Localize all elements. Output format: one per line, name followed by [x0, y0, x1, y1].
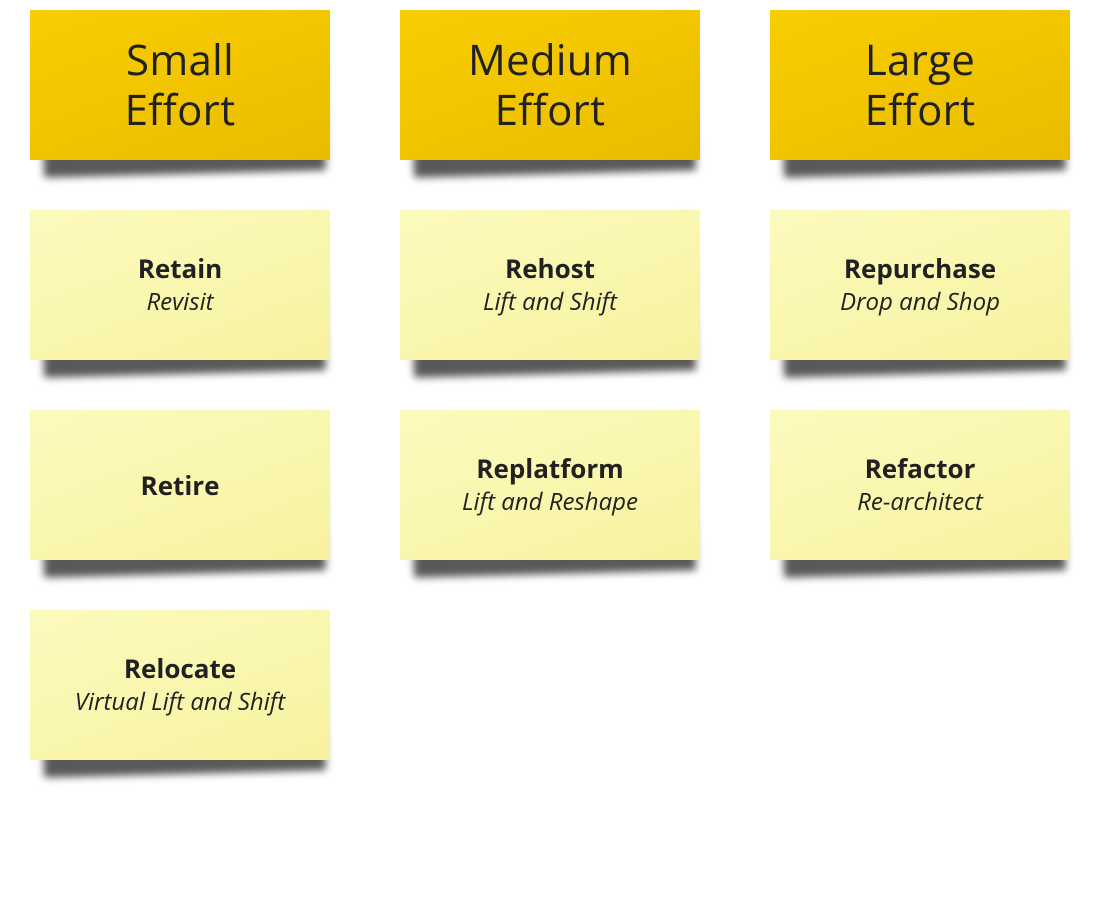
card-retain: Retain Revisit	[30, 210, 330, 360]
card-rehost: Rehost Lift and Shift	[400, 210, 700, 360]
header-medium-effort: Medium Effort	[400, 10, 700, 160]
card-title: Refactor	[865, 452, 976, 485]
header-line: Effort	[495, 85, 606, 135]
card-subtitle: Drop and Shop	[840, 286, 1000, 318]
header-line: Small	[126, 35, 234, 85]
card-subtitle: Re-architect	[857, 486, 983, 518]
card-title: Rehost	[505, 252, 595, 285]
effort-board: Small Effort Medium Effort Large Effort …	[0, 0, 1095, 790]
card-subtitle: Lift and Reshape	[462, 486, 638, 518]
card-title: Replatform	[476, 452, 623, 485]
card-replatform: Replatform Lift and Reshape	[400, 410, 700, 560]
card-refactor: Refactor Re-architect	[770, 410, 1070, 560]
header-line: Effort	[125, 85, 236, 135]
card-subtitle: Revisit	[146, 286, 213, 318]
card-title: Relocate	[124, 652, 236, 685]
card-title: Repurchase	[844, 252, 996, 285]
card-repurchase: Repurchase Drop and Shop	[770, 210, 1070, 360]
header-small-effort: Small Effort	[30, 10, 330, 160]
card-retire: Retire	[30, 410, 330, 560]
card-title: Retain	[138, 252, 223, 285]
header-large-effort: Large Effort	[770, 10, 1070, 160]
card-relocate: Relocate Virtual Lift and Shift	[30, 610, 330, 760]
header-line: Effort	[865, 85, 976, 135]
card-subtitle: Lift and Shift	[483, 286, 617, 318]
header-line: Medium	[468, 35, 632, 85]
card-subtitle: Virtual Lift and Shift	[75, 686, 285, 718]
header-line: Large	[865, 35, 975, 85]
card-title: Retire	[141, 469, 220, 502]
